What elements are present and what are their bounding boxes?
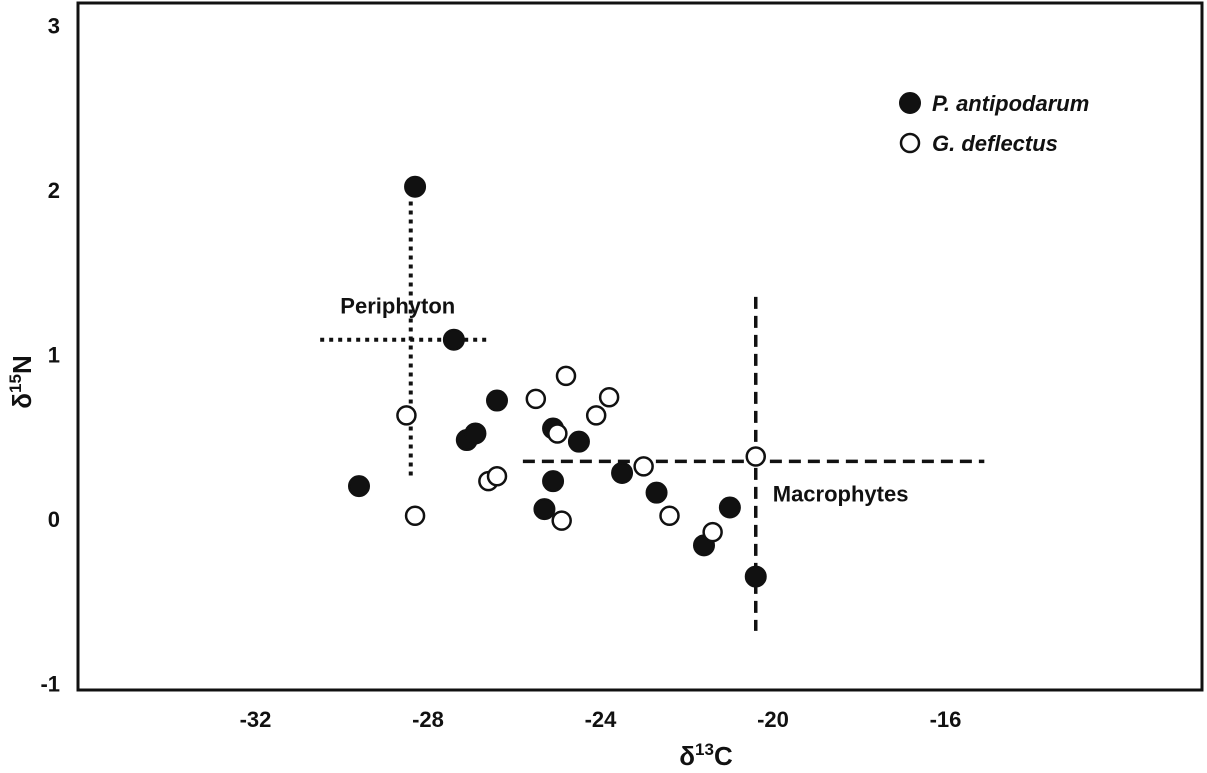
- data-point-p-antipodarum: [567, 430, 590, 453]
- y-axis-title-delta: δ: [7, 393, 37, 409]
- legend-marker-g-deflectus: [899, 132, 921, 154]
- y-axis-title: δ15N: [6, 355, 37, 408]
- x-axis-title-superscript: 13: [695, 740, 714, 759]
- data-point-p-antipodarum: [645, 481, 668, 504]
- legend-item-p-antipodarum: P. antipodarum: [899, 91, 1089, 116]
- x-tick-label: -24: [585, 707, 618, 732]
- data-point-p-antipodarum: [442, 328, 465, 351]
- data-point-g-deflectus: [659, 505, 680, 526]
- data-point-p-antipodarum: [744, 565, 767, 588]
- data-point-g-deflectus: [585, 405, 607, 426]
- y-tick-label: 0: [48, 507, 60, 532]
- x-tick-label: -32: [240, 707, 272, 732]
- legend-label-p-antipodarum: P. antipodarum: [932, 91, 1089, 116]
- plot-frame: [76, 1, 1204, 692]
- x-axis-title-delta: δ: [679, 741, 695, 771]
- data-point-g-deflectus: [598, 387, 620, 408]
- y-axis-title-group: δ15N: [6, 355, 37, 408]
- y-tick-label: -1: [40, 672, 60, 697]
- data-point-p-antipodarum: [542, 470, 565, 493]
- y-tick-label: 1: [48, 343, 60, 368]
- reference-labels: Periphyton Macrophytes: [340, 294, 908, 507]
- data-point-g-deflectus: [525, 388, 547, 410]
- y-tick-label: 3: [48, 14, 60, 39]
- y-axis-title-superscript: 15: [6, 374, 25, 393]
- y-axis-ticks: -1 0 1 2 3: [40, 14, 60, 697]
- legend-marker-p-antipodarum: [899, 92, 921, 114]
- y-tick-label: 2: [48, 178, 60, 203]
- legend-label-g-deflectus: G. deflectus: [932, 131, 1058, 156]
- data-point-g-deflectus: [547, 423, 568, 444]
- data-point-p-antipodarum: [464, 422, 487, 445]
- data-point-p-antipodarum: [486, 389, 508, 412]
- data-point-g-deflectus: [702, 521, 723, 543]
- data-point-g-deflectus: [404, 505, 426, 526]
- data-point-g-deflectus: [486, 465, 508, 487]
- x-tick-label: -20: [757, 707, 789, 732]
- data-points: [348, 175, 767, 588]
- data-point-g-deflectus: [633, 456, 654, 477]
- data-point-p-antipodarum: [348, 475, 370, 498]
- data-point-p-antipodarum: [533, 498, 556, 521]
- legend-item-g-deflectus: G. deflectus: [899, 131, 1058, 156]
- macrophytes-label: Macrophytes: [773, 481, 909, 506]
- x-axis-title: δ13C: [679, 740, 733, 771]
- periphyton-label: Periphyton: [340, 294, 455, 319]
- data-point-p-antipodarum: [404, 175, 427, 198]
- y-axis-title-element: N: [7, 355, 37, 374]
- data-point-p-antipodarum: [611, 461, 634, 484]
- data-point-g-deflectus: [555, 365, 577, 387]
- x-tick-label: -16: [930, 707, 962, 732]
- data-point-p-antipodarum: [718, 496, 741, 519]
- data-point-g-deflectus: [551, 510, 572, 531]
- x-axis-title-element: C: [714, 741, 733, 771]
- x-tick-label: -28: [412, 707, 444, 732]
- x-axis-ticks: -32 -28 -24 -20 -16: [240, 707, 962, 732]
- data-point-g-deflectus: [396, 405, 417, 426]
- legend: P. antipodarum G. deflectus: [899, 91, 1089, 156]
- data-point-g-deflectus: [745, 446, 766, 467]
- plot-frame-group: [76, 1, 1204, 692]
